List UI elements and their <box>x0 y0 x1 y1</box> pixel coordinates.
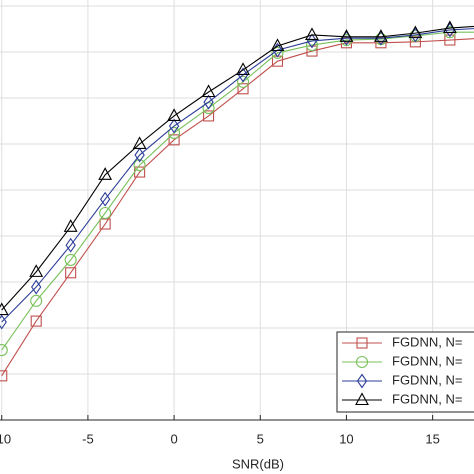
marker <box>203 110 215 122</box>
x-tick-label: 5 <box>257 431 264 446</box>
marker <box>408 25 423 39</box>
series-line <box>1 28 474 323</box>
marker <box>271 46 284 59</box>
marker <box>65 267 77 279</box>
marker <box>0 344 8 357</box>
x-tick-label: -5 <box>82 431 94 446</box>
marker <box>168 134 180 146</box>
marker <box>134 147 145 163</box>
marker <box>30 294 43 307</box>
marker <box>373 29 388 42</box>
marker <box>99 191 111 207</box>
legend-label: FGDNN, N= <box>392 391 462 406</box>
marker <box>339 29 354 42</box>
x-axis-label: SNR(dB) <box>232 456 284 471</box>
marker <box>99 206 112 220</box>
x-tick-label: 15 <box>425 431 439 446</box>
marker <box>0 314 7 330</box>
marker <box>0 370 8 382</box>
marker <box>236 75 250 88</box>
marker <box>409 36 421 48</box>
marker <box>305 27 319 41</box>
marker <box>356 373 368 389</box>
marker <box>355 355 369 369</box>
marker <box>132 136 147 150</box>
marker <box>442 20 457 34</box>
marker <box>64 253 77 266</box>
marker <box>356 337 368 349</box>
marker <box>444 34 456 46</box>
marker <box>98 167 113 180</box>
marker <box>201 84 216 98</box>
series-line <box>1 25 474 311</box>
marker <box>31 279 42 295</box>
marker <box>355 392 369 406</box>
x-tick-label: -10 <box>0 431 11 446</box>
marker <box>237 67 249 83</box>
marker <box>270 38 285 52</box>
legend-label: FGDNN, N= <box>392 372 462 387</box>
marker <box>167 108 182 121</box>
legend-label: FGDNN, N= <box>392 334 462 349</box>
marker <box>237 83 249 95</box>
marker <box>203 94 214 110</box>
marker <box>306 33 318 49</box>
marker <box>306 45 318 57</box>
marker <box>168 126 181 139</box>
marker <box>65 237 76 253</box>
legend-label: FGDNN, N= <box>392 353 462 368</box>
legend: FGDNN, N= FGDNN, N= FGDNN, N= FGDNN, N= <box>336 331 474 413</box>
legend-box <box>336 331 474 413</box>
x-tick-label: 0 <box>170 431 177 446</box>
marker <box>133 159 146 172</box>
marker <box>63 219 78 232</box>
marker <box>30 315 42 327</box>
series-line <box>1 38 474 377</box>
marker <box>0 302 9 316</box>
marker <box>168 118 180 134</box>
marker <box>236 62 250 75</box>
x-tick-label: 10 <box>339 431 353 446</box>
marker <box>29 264 44 277</box>
